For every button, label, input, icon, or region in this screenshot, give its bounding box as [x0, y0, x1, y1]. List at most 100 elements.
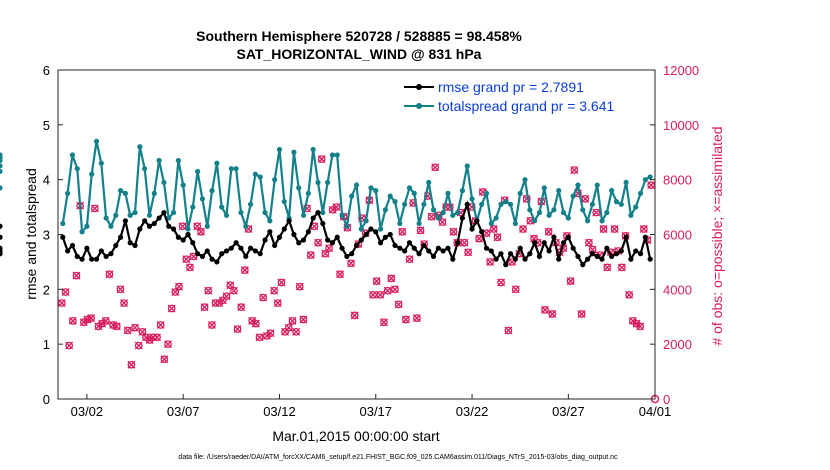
rmse-point	[546, 248, 552, 254]
rmse-point	[589, 251, 596, 257]
rmse-point	[623, 234, 629, 240]
totalspread-point	[546, 212, 552, 218]
rmse-point	[276, 234, 283, 240]
obs-marker	[592, 208, 601, 217]
totalspread-point	[291, 149, 297, 155]
rmse-point	[113, 242, 119, 249]
x-tick-label: 03/27	[552, 404, 585, 419]
rmse-point	[633, 248, 639, 254]
obs-marker	[251, 319, 260, 328]
rmse-point	[647, 256, 653, 262]
rmse-point	[190, 240, 196, 246]
rmse-point	[373, 229, 379, 235]
obs-marker	[581, 194, 590, 203]
rmse-point	[440, 248, 446, 254]
obs-marker	[369, 290, 377, 299]
rmse-point	[421, 242, 427, 249]
obs-marker	[200, 303, 209, 312]
totalspread-point	[594, 182, 600, 188]
totalspread-point	[161, 179, 167, 186]
rmse-point	[291, 231, 297, 238]
totalspread-point	[560, 209, 567, 216]
y-right-tick-label: 10000	[663, 118, 699, 133]
x-tick-label: 03/22	[456, 404, 489, 419]
rmse-point	[0, 251, 3, 257]
totalspread-point	[170, 209, 177, 216]
totalspread-point	[127, 212, 133, 218]
rmse-point	[536, 253, 543, 260]
obs-marker	[325, 244, 334, 253]
totalspread-point	[339, 212, 345, 218]
totalspread-point	[609, 188, 615, 194]
obs-marker	[610, 225, 619, 233]
totalspread-point	[296, 185, 302, 191]
totalspread-point	[60, 220, 66, 227]
rmse-point	[329, 240, 336, 246]
obs-marker	[68, 316, 77, 325]
obs-marker	[292, 327, 301, 336]
totalspread-point	[142, 166, 148, 172]
obs-marker	[398, 227, 407, 236]
rmse-point	[507, 251, 514, 257]
totalspread-point	[98, 160, 104, 166]
chart-subtitle: SAT_HORIZONTAL_WIND @ 831 hPa	[237, 46, 482, 62]
obs-marker	[72, 271, 81, 280]
rmse-point	[580, 262, 586, 268]
obs-marker	[336, 270, 344, 279]
rmse-point	[382, 234, 388, 240]
totalspread-point	[377, 226, 384, 232]
obs-marker	[486, 257, 495, 266]
rmse-point	[402, 248, 408, 254]
rmse-point	[570, 245, 576, 251]
rmse-point	[132, 242, 138, 249]
rmse-point	[161, 209, 167, 216]
rmse-point	[411, 245, 417, 251]
rmse-point	[180, 237, 186, 243]
rmse-point	[267, 229, 273, 235]
plot-area	[57, 69, 656, 400]
rmse-point	[445, 245, 451, 251]
rmse-point	[459, 215, 466, 221]
rmse-point	[89, 256, 95, 262]
obs-marker	[120, 299, 129, 308]
obs-marker	[61, 288, 70, 297]
totalspread-point	[320, 209, 326, 216]
totalspread-point	[276, 146, 283, 153]
y-right-tick-label: 4000	[663, 282, 692, 297]
totalspread-point	[334, 152, 340, 158]
obs-marker	[204, 286, 213, 295]
totalspread-point	[180, 182, 186, 188]
obs-marker	[383, 286, 392, 295]
totalspread-point	[498, 201, 504, 207]
totalspread-point	[584, 218, 591, 224]
obs-marker	[284, 323, 293, 332]
rmse-point	[435, 245, 441, 251]
obs-marker	[431, 163, 440, 172]
rmse-point	[325, 237, 331, 243]
y-tick-label: 4	[43, 173, 50, 188]
rmse-point	[214, 259, 220, 265]
rmse-point	[296, 240, 302, 246]
x-tick-label: 03/07	[167, 404, 200, 419]
totalspread-point	[117, 188, 124, 194]
obs-marker	[131, 323, 140, 332]
y-right-tick-label: 6000	[663, 228, 692, 243]
totalspread-point	[493, 215, 499, 221]
obs-marker	[639, 225, 648, 233]
totalspread-point	[633, 204, 639, 210]
obs-marker	[153, 333, 161, 342]
totalspread-point	[146, 212, 153, 218]
rmse-point	[93, 256, 100, 262]
rmse-point	[406, 240, 413, 246]
legend-rmse-label: rmse grand pr = 2.7891	[438, 79, 584, 95]
rmse-point	[166, 223, 172, 229]
obs-marker	[317, 155, 326, 164]
totalspread-point	[363, 218, 369, 224]
rmse-point	[247, 245, 254, 251]
rmse-point	[353, 242, 360, 249]
totalspread-point	[613, 199, 620, 205]
totalspread-point	[79, 229, 85, 235]
data-file-footer: data file: /Users/raeder/DAI/ATM_forcXX/…	[178, 454, 618, 461]
rmse-point	[397, 245, 403, 251]
totalspread-point	[257, 174, 263, 180]
